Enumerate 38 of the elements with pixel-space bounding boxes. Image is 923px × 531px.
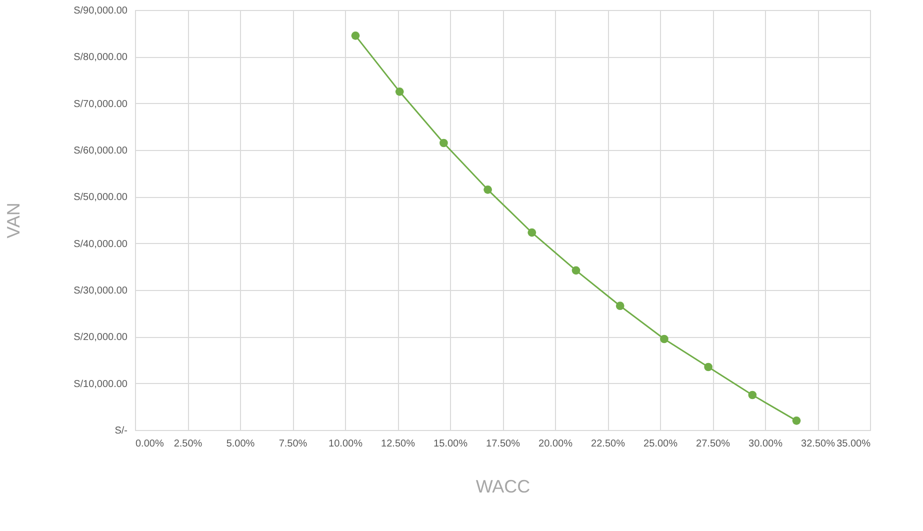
y-tick-label: S/90,000.00	[74, 6, 128, 16]
y-tick-label: S/70,000.00	[74, 98, 128, 110]
y-tick-label: S/50,000.00	[74, 192, 128, 204]
x-tick-label: 20.00%	[538, 438, 573, 450]
x-tick-label: 10.00%	[328, 438, 363, 450]
y-axis-title: VAN	[4, 202, 24, 238]
point	[704, 362, 712, 372]
point	[440, 138, 448, 148]
x-tick-label: 27.50%	[696, 438, 730, 450]
x-tick-label: 17.50%	[486, 438, 520, 450]
point	[395, 87, 404, 96]
y-tick-label: S/60,000.00	[74, 146, 128, 156]
x-tick-label: 2.50%	[174, 438, 202, 450]
point	[528, 228, 536, 237]
x-tick-label: 25.00%	[644, 438, 678, 450]
point	[748, 390, 757, 400]
y-tick-label: S/-	[114, 426, 128, 436]
x-tick-label: 15.00%	[434, 438, 468, 450]
x-tick-label: 35.00%	[836, 438, 871, 450]
y-tick-label: S/20,000.00	[74, 332, 128, 344]
x-tick-label: 22.50%	[591, 438, 626, 450]
y-tick-label: S/10,000.00	[74, 378, 128, 390]
x-tick-label: 0.00%	[136, 438, 164, 450]
y-tick-label: S/40,000.00	[74, 238, 128, 250]
x-tick-label: 30.00%	[748, 438, 783, 450]
point	[616, 302, 624, 310]
point	[351, 31, 360, 40]
point	[792, 416, 801, 425]
x-tick-label: 32.50%	[801, 438, 836, 450]
x-tick-label: 5.00%	[226, 438, 255, 450]
point	[484, 185, 492, 194]
point	[660, 334, 668, 344]
x-tick-label: 7.50%	[278, 438, 308, 450]
x-axis-title: WACC	[476, 476, 530, 496]
y-tick-label: S/80,000.00	[74, 52, 128, 64]
y-tick-label: S/30,000.00	[74, 286, 128, 296]
x-tick-label: 12.50%	[381, 438, 416, 450]
point	[572, 266, 580, 275]
